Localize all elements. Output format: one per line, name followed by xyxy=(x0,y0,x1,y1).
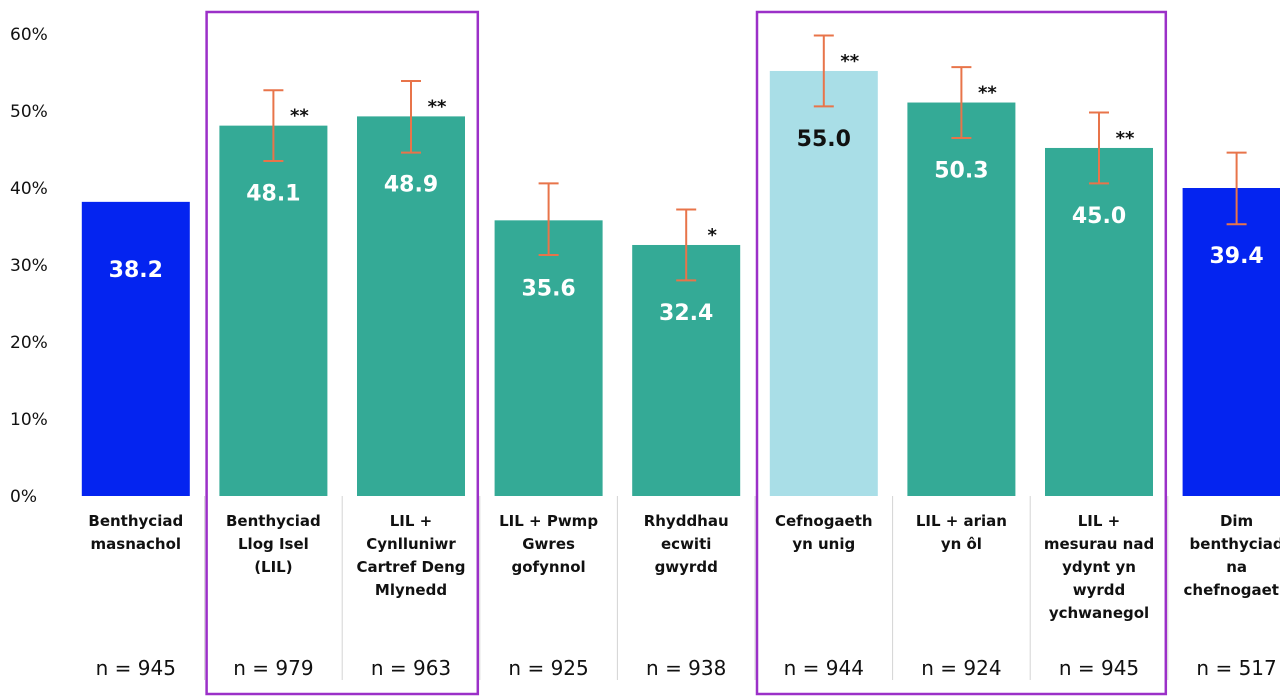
y-tick-label: 50% xyxy=(10,102,48,122)
category-label: LIL + mesurau nad ydynt yn wyrdd ychwanegol xyxy=(1044,512,1154,622)
value-label: 32.4 xyxy=(659,301,713,326)
category-label-line: benthyciad xyxy=(1190,535,1280,553)
bar xyxy=(357,116,465,496)
category-label-line: Rhyddhau xyxy=(644,512,729,530)
value-label: 35.6 xyxy=(521,276,575,301)
sample-size-label: n = 979 xyxy=(233,656,313,680)
bar xyxy=(1182,188,1280,496)
category-label-line: Benthyciad xyxy=(226,512,321,530)
value-label: 39.4 xyxy=(1209,244,1263,269)
value-label: 48.9 xyxy=(384,172,438,197)
value-labels: 38.2 48.1 ** 48.9 ** 35.6 32.4 * 55.0 ** 50.3 ** 45.… xyxy=(109,51,1264,326)
category-label-line: LIL + arian xyxy=(916,512,1007,530)
sample-size-label: n = 945 xyxy=(96,656,176,680)
value-label: 45.0 xyxy=(1072,204,1126,229)
bar xyxy=(81,201,190,497)
category-label-line: Benthyciad xyxy=(88,512,183,530)
y-tick-label: 40% xyxy=(10,179,48,199)
category-label: LIL + Pwmp Gwres gofynnol xyxy=(499,512,598,576)
bar xyxy=(494,220,603,496)
sample-size-label: n = 925 xyxy=(508,656,588,680)
category-label: LIL + arian yn ôl xyxy=(916,512,1007,553)
highlight-box xyxy=(205,10,480,696)
value-label: 50.3 xyxy=(934,159,988,184)
value-label: 55.0 xyxy=(797,127,851,152)
sample-size-label: n = 938 xyxy=(646,656,726,680)
category-label-line: gofynnol xyxy=(512,558,586,576)
bar xyxy=(632,244,741,496)
significance-marker: ** xyxy=(428,96,447,117)
value-label: 48.1 xyxy=(246,182,300,207)
category-label-line: chefnogaeth xyxy=(1184,581,1280,599)
category-label-line: Cefnogaeth xyxy=(775,512,873,530)
category-label-line: gwyrdd xyxy=(655,558,718,576)
category-label-line: Gwres xyxy=(522,535,575,553)
category-label: Rhyddhau ecwiti gwyrdd xyxy=(644,512,729,576)
category-label-line: Dim xyxy=(1220,512,1253,530)
category-label-line: yn ôl xyxy=(941,535,982,553)
sample-size-label: n = 945 xyxy=(1059,656,1139,680)
category-label: Cefnogaeth yn unig xyxy=(775,512,873,553)
significance-marker: * xyxy=(707,225,717,246)
bar xyxy=(219,125,328,496)
category-separators xyxy=(204,496,1169,680)
sample-size-labels: n = 945 n = 979 n = 963 n = 925 n = 938 n = 9… xyxy=(96,656,1277,680)
category-label-line: ychwanegol xyxy=(1049,604,1149,622)
y-tick-label: 0% xyxy=(10,487,37,507)
category-label-line: (LIL) xyxy=(254,558,292,576)
category-label: LIL + Cynlluniwr Cartref Deng Mlynedd xyxy=(356,512,465,599)
sample-size-label: n = 963 xyxy=(371,656,451,680)
category-label-line: ydynt yn xyxy=(1062,558,1136,576)
category-label: Dim benthyciad na chefnogaeth xyxy=(1184,512,1280,599)
category-label-line: mesurau nad xyxy=(1044,535,1154,553)
category-label-line: Cynlluniwr xyxy=(366,535,456,553)
category-label-line: wyrdd xyxy=(1073,581,1126,599)
bar xyxy=(769,70,878,497)
sample-size-label: n = 517 xyxy=(1196,656,1276,680)
category-label: Benthyciad masnachol xyxy=(88,512,183,553)
category-label-line: yn unig xyxy=(792,535,855,553)
y-tick-label: 20% xyxy=(10,333,48,353)
y-tick-label: 10% xyxy=(10,410,48,430)
category-label-line: LIL + xyxy=(390,512,433,530)
significance-marker: ** xyxy=(840,51,859,72)
bars xyxy=(81,70,1280,497)
category-label-line: masnachol xyxy=(91,535,182,553)
category-label-line: ecwiti xyxy=(661,535,711,553)
y-tick-label: 30% xyxy=(10,256,48,276)
highlight-box xyxy=(755,10,1168,696)
category-label-line: LIL + xyxy=(1078,512,1121,530)
bar xyxy=(1045,147,1153,496)
category-label-line: Llog Isel xyxy=(238,535,309,553)
category-labels: Benthyciad masnachol Benthyciad Llog Isel (L… xyxy=(88,512,1280,622)
bar xyxy=(907,102,1016,496)
significance-marker: ** xyxy=(290,106,309,127)
value-label: 38.2 xyxy=(109,258,163,283)
significance-marker: ** xyxy=(978,83,997,104)
category-label-line: Mlynedd xyxy=(375,581,447,599)
significance-marker: ** xyxy=(1116,128,1135,149)
sample-size-label: n = 944 xyxy=(784,656,864,680)
sample-size-label: n = 924 xyxy=(921,656,1001,680)
y-axis: 0% 10% 20% 30% 40% 50% 60% xyxy=(10,25,48,507)
highlight-boxes xyxy=(205,10,1168,696)
y-tick-label: 60% xyxy=(10,25,48,45)
category-label-line: LIL + Pwmp xyxy=(499,512,598,530)
category-label-line: na xyxy=(1226,558,1247,576)
error-bars xyxy=(263,34,1247,282)
category-label-line: Cartref Deng xyxy=(356,558,465,576)
category-label: Benthyciad Llog Isel (LIL) xyxy=(226,512,321,576)
